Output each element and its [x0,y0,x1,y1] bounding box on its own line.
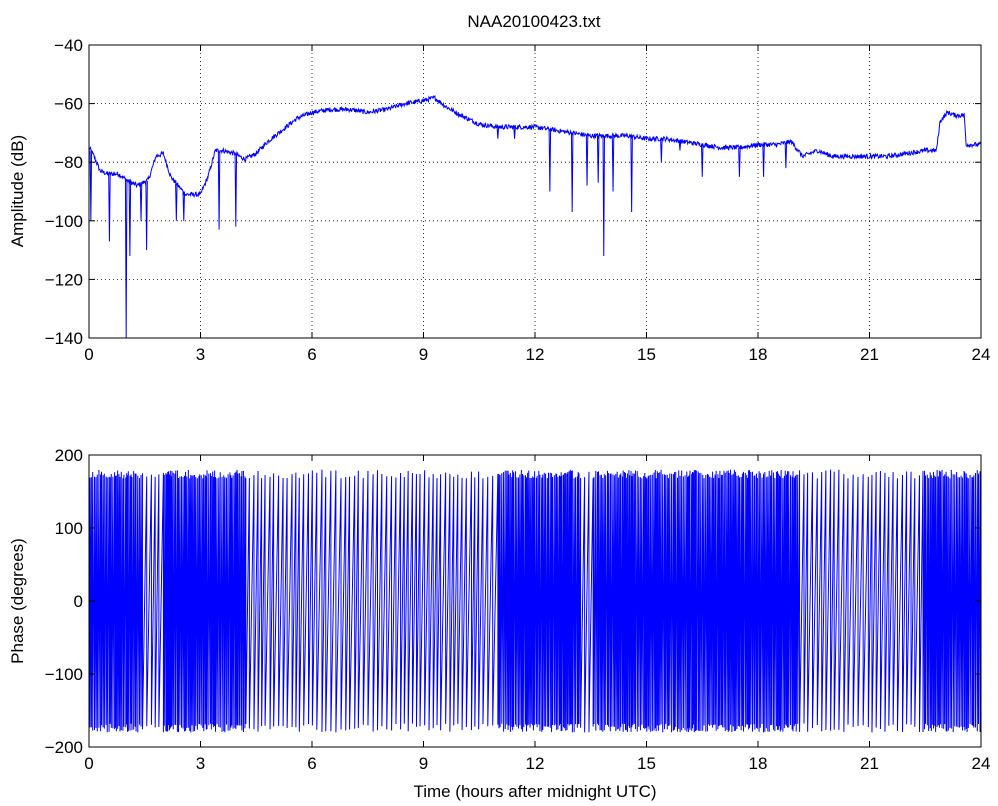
amplitude-series [89,94,981,338]
phase-panel: 0 3 6 9 12 15 18 21 24 −200 −100 0 100 200 Phase (deg… [8,446,990,801]
phase-ytick-label: −100 [45,665,83,684]
amplitude-ylabel: Amplitude (dB) [8,135,27,247]
amplitude-panel: 0 3 6 9 12 15 18 21 24 −140 −120 −100 −80 −60 −40 Ampl… [8,36,990,364]
amplitude-spike [660,138,663,163]
phase-xtick-label: 21 [860,754,879,773]
amplitude-xtick-label: 3 [196,345,205,364]
amplitude-spike [678,141,682,151]
amplitude-xtick-label: 0 [84,345,93,364]
amplitude-xtick-label: 21 [860,345,879,364]
amplitude-ticks: 0 3 6 9 12 15 18 21 24 −140 −120 −100 −80 −60 −40 [45,36,991,364]
amplitude-xtick-label: 24 [972,345,991,364]
amplitude-line [89,94,981,198]
amplitude-ytick-label: −120 [45,270,83,289]
phase-line [89,469,981,733]
amplitude-spike [234,154,238,227]
amplitude-xtick-label: 15 [637,345,656,364]
phase-xlabel: Time (hours after midnight UTC) [413,782,656,801]
amplitude-spike [496,127,500,139]
phase-xtick-label: 12 [526,754,545,773]
chart-title: NAA20100423.txt [467,12,601,31]
amplitude-spike [513,127,516,139]
amplitude-spike [784,142,788,169]
amplitude-spike [570,132,574,213]
phase-xtick-label: 9 [419,754,428,773]
amplitude-spike [124,179,128,338]
amplitude-ytick-label: −80 [54,153,83,172]
phase-ticks: 0 3 6 9 12 15 18 21 24 −200 −100 0 100 200 [45,446,991,773]
phase-xtick-label: 18 [749,754,768,773]
phase-xtick-label: 3 [196,754,205,773]
amplitude-spike [596,135,600,183]
amplitude-xtick-label: 6 [307,345,316,364]
phase-ytick-label: 200 [55,446,83,465]
amplitude-xtick-label: 12 [526,345,545,364]
phase-ytick-label: 100 [55,519,83,538]
amplitude-spike [108,173,111,242]
phase-xtick-label: 6 [307,754,316,773]
amplitude-spike [145,180,148,251]
amplitude-ytick-label: −100 [45,212,83,231]
phase-ytick-label: −200 [45,738,83,757]
amplitude-ytick-label: −140 [45,329,83,348]
phase-series [89,469,981,733]
phase-xtick-label: 0 [84,754,93,773]
amplitude-spike [630,136,633,213]
amplitude-spike [602,135,606,256]
amplitude-spike [738,147,741,177]
amplitude-spike [611,135,615,192]
phase-ytick-label: 0 [74,592,83,611]
amplitude-ytick-label: −40 [54,36,83,55]
amplitude-xtick-label: 9 [419,345,428,364]
amplitude-grid [89,45,981,338]
amplitude-ytick-label: −60 [54,95,83,114]
amplitude-spike [585,135,589,186]
amplitude-spike [701,144,704,177]
phase-xtick-label: 24 [972,754,991,773]
phase-ylabel: Phase (degrees) [8,538,27,664]
phase-xtick-label: 15 [637,754,656,773]
amplitude-spike [217,150,221,230]
amplitude-xtick-label: 18 [749,345,768,364]
amplitude-spike [548,129,552,192]
amplitude-spike [175,183,178,221]
amplitude-spike [762,144,765,177]
amplitude-spike [128,181,132,256]
amplitude-spike [139,183,143,221]
amplitude-spike [182,192,186,221]
